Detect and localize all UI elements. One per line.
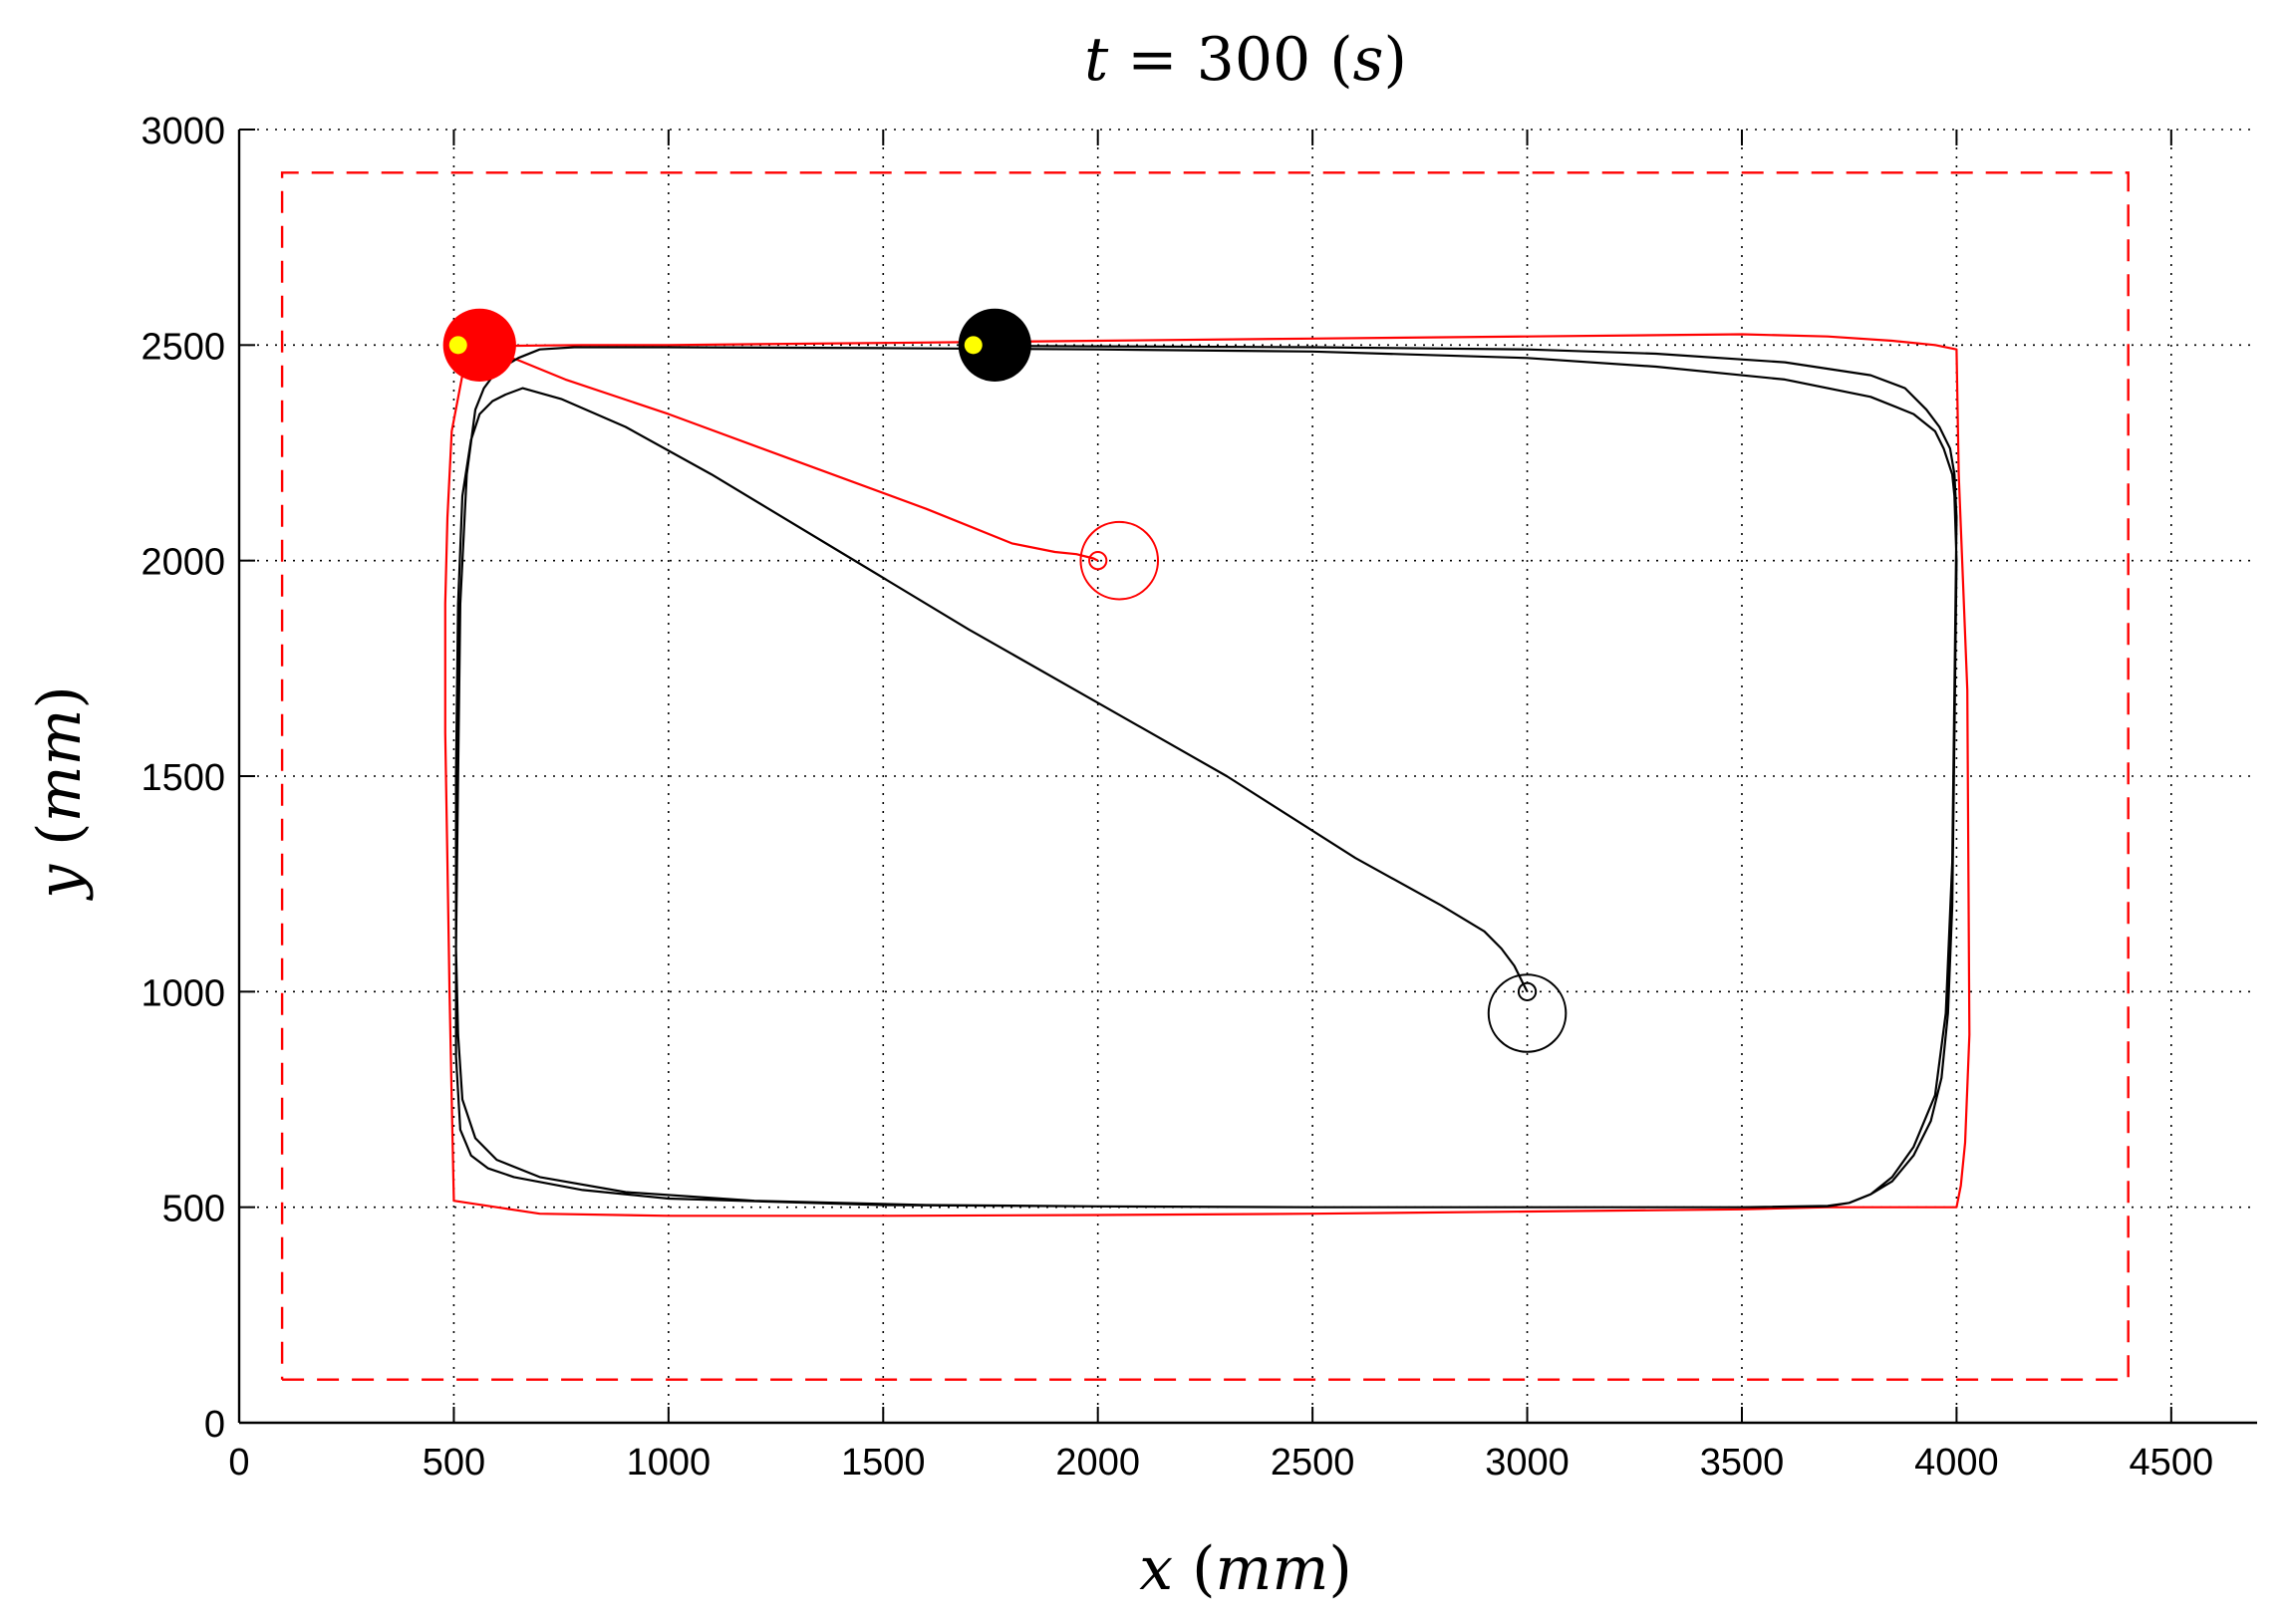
robot-markers <box>442 308 1031 382</box>
start-ring-2 <box>1517 981 1538 1001</box>
x-tick-label-2: 1000 <box>627 1442 712 1484</box>
axes <box>237 129 2257 1425</box>
robot-heading-dot-0 <box>448 336 467 355</box>
robot-marker-0 <box>442 308 516 382</box>
boundary-rectangle <box>280 171 2130 1381</box>
x-tick-label-6: 3000 <box>1485 1442 1570 1484</box>
robot-heading-dot-1 <box>964 336 983 355</box>
x-tick-label-8: 4000 <box>1914 1442 1999 1484</box>
y-tick-label-4: 2000 <box>141 542 225 584</box>
y-tick-label-2: 1000 <box>141 972 225 1014</box>
start-ring-1 <box>1079 520 1160 601</box>
x-tick-label-3: 1500 <box>841 1442 926 1484</box>
chart-title: t = 300 (s) <box>1084 25 1407 95</box>
x-axis-label: x (mm) <box>1139 1534 1352 1604</box>
boundary-line <box>280 171 2130 1381</box>
start-ring-3 <box>1487 973 1568 1053</box>
y-tick-label-6: 3000 <box>141 111 225 152</box>
trajectory-line-1 <box>454 345 1958 1209</box>
trajectory-series <box>443 333 1971 1218</box>
y-tick-label-0: 0 <box>204 1404 225 1446</box>
y-tick-label-1: 500 <box>162 1189 225 1230</box>
x-tick-label-9: 4500 <box>2130 1442 2214 1484</box>
robot-marker-1 <box>958 308 1031 382</box>
trajectory-line-0 <box>443 333 1971 1218</box>
start-rings <box>1079 520 1568 1053</box>
y-tick-label-3: 1500 <box>141 757 225 799</box>
x-tick-label-4: 2000 <box>1055 1442 1140 1484</box>
tick-labels: 0 500 1000 1500 2000 2500 3000 3500 4000 4500 0 500… <box>141 111 2213 1484</box>
x-tick-label-7: 3500 <box>1700 1442 1785 1484</box>
x-tick-label-0: 0 <box>228 1442 249 1484</box>
x-tick-label-1: 500 <box>423 1442 485 1484</box>
x-tick-label-5: 2500 <box>1271 1442 1355 1484</box>
start-ring-0 <box>1088 551 1108 571</box>
y-tick-label-5: 2500 <box>141 326 225 368</box>
y-axis-label: y (mm) <box>25 685 95 902</box>
